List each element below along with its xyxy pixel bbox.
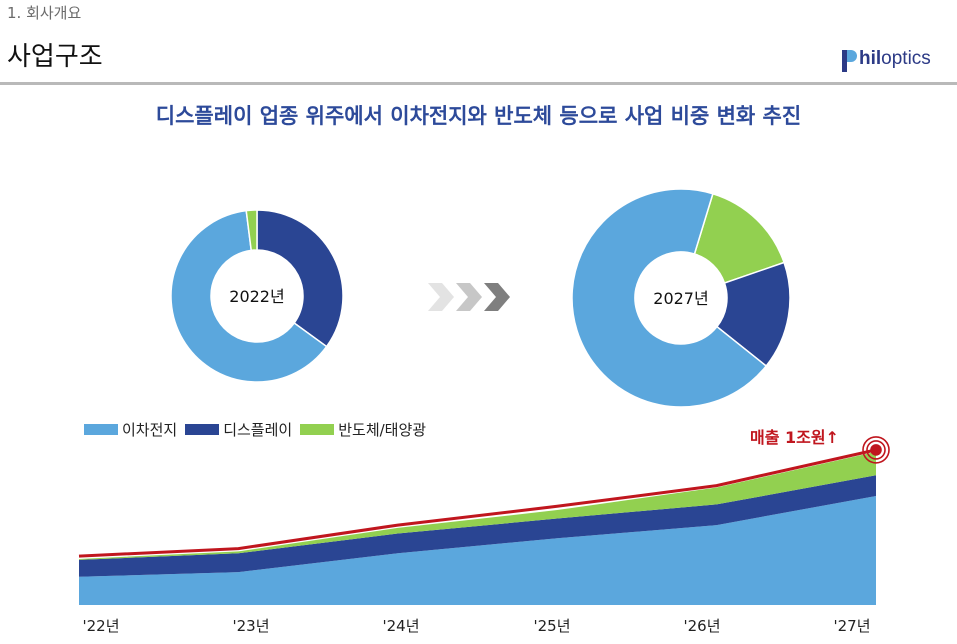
legend-item-battery: 이차전지 <box>84 419 177 440</box>
donut-center-label: 2022년 <box>229 287 284 306</box>
area-series-display <box>79 475 876 577</box>
target-marker-icon <box>866 440 886 460</box>
legend-swatch-battery <box>84 424 118 435</box>
header-divider <box>0 82 957 85</box>
donut-slice-battery <box>571 188 768 408</box>
legend-label-semi: 반도체/태양광 <box>338 421 427 439</box>
x-tick-label: '22년 <box>82 617 120 635</box>
donut-center-label: 2027년 <box>653 289 708 308</box>
logo-p-icon <box>842 50 857 72</box>
section-label: 1. 회사개요 <box>7 4 82 22</box>
donut-slice-semi <box>245 209 258 252</box>
donut-slice-battery <box>170 209 328 383</box>
target-marker-icon <box>870 444 882 456</box>
donut-chart-2022: 2022년 <box>170 209 344 383</box>
revenue-annotation: 매출 1조원↑ <box>750 428 839 447</box>
legend-label-display: 디스플레이 <box>223 421 293 439</box>
logo-text: hiloptics <box>859 48 931 69</box>
page-title: 사업구조 <box>7 42 103 72</box>
target-marker-icon <box>862 436 890 464</box>
x-tick-label: '23년 <box>232 617 270 635</box>
x-tick-label: '27년 <box>833 617 871 635</box>
transition-arrows <box>428 283 510 311</box>
x-tick-label: '25년 <box>533 617 571 635</box>
chevron-arrow-icon <box>456 283 482 311</box>
donut-slice-display <box>256 209 344 348</box>
x-tick-label: '26년 <box>683 617 721 635</box>
donut-chart-2027: 2027년 <box>571 188 791 408</box>
x-tick-label: '24년 <box>382 617 420 635</box>
chevron-arrow-icon <box>484 283 510 311</box>
legend-item-display: 디스플레이 <box>185 419 292 440</box>
area-series-battery <box>79 495 876 605</box>
legend-item-semi: 반도체/태양광 <box>300 419 426 440</box>
chart-legend: 이차전지 디스플레이 반도체/태양광 <box>84 419 434 440</box>
legend-swatch-display <box>185 424 220 435</box>
legend-swatch-semi <box>300 424 335 435</box>
total-revenue-line <box>78 448 877 558</box>
chevron-arrow-icon <box>428 283 454 311</box>
legend-label-battery: 이차전지 <box>122 421 178 439</box>
company-logo: hiloptics <box>840 44 931 74</box>
headline: 디스플레이 업종 위주에서 이차전지와 반도체 등으로 사업 비중 변화 추진 <box>155 104 802 128</box>
stacked-area-chart <box>78 436 890 605</box>
